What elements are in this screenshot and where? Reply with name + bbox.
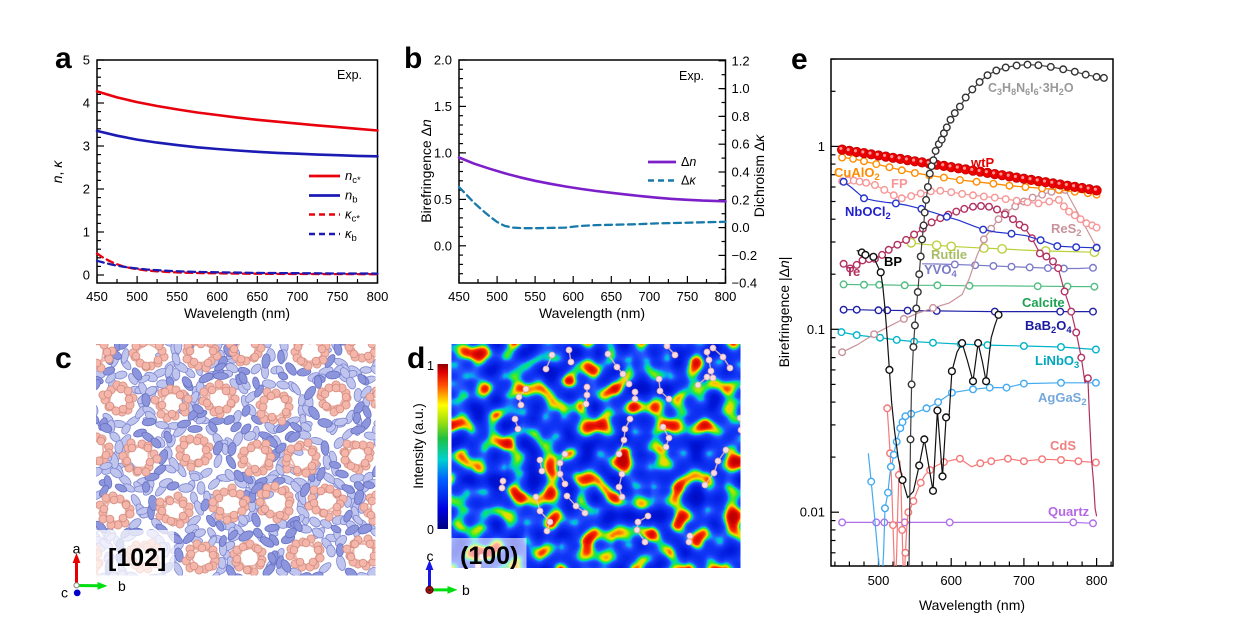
svg-text:Δn: Δn [681,155,696,169]
svg-text:4: 4 [83,96,90,111]
svg-text:CdS: CdS [1050,438,1076,453]
svg-text:NbOCl2​: NbOCl2​ [845,204,891,221]
svg-text:0.1: 0.1 [807,322,825,337]
svg-text:0.0: 0.0 [732,220,750,235]
svg-text:5: 5 [83,53,90,68]
svg-text:a: a [55,42,72,75]
svg-text:Calcite: Calcite [1022,295,1065,310]
svg-text:e: e [791,43,808,76]
svg-text:AgGaS2​: AgGaS2​ [1038,390,1087,407]
svg-text:Δκ: Δκ [681,174,696,188]
svg-text:Wavelength (nm): Wavelength (nm) [539,305,645,321]
svg-text:FP: FP [891,176,908,191]
svg-text:700: 700 [639,289,661,304]
svg-text:1.0: 1.0 [434,145,452,160]
svg-text:−0.4: −0.4 [732,276,758,291]
svg-text:(100): (100) [460,542,518,570]
svg-text:BP: BP [884,254,902,269]
svg-text:nc*: nc* [345,168,361,186]
svg-text:600: 600 [940,573,962,588]
svg-text:800: 800 [715,289,737,304]
svg-text:Quartz: Quartz [1048,504,1090,519]
svg-text:LiNbO3​: LiNbO3​ [1035,353,1079,370]
svg-text:c: c [427,548,434,564]
svg-text:0: 0 [83,268,90,283]
svg-text:Exp.: Exp. [679,69,704,83]
svg-text:Intensity (a.u.): Intensity (a.u.) [411,403,426,489]
svg-text:[102]: [102] [108,544,166,572]
svg-text:1.0: 1.0 [732,81,750,96]
svg-text:CuAlO2​: CuAlO2​ [834,165,880,182]
svg-text:450: 450 [86,289,108,304]
svg-text:2: 2 [83,182,90,197]
svg-text:450: 450 [448,289,470,304]
svg-text:YVO4​: YVO4​ [924,262,957,279]
svg-text:κc*: κc* [345,207,360,225]
svg-text:wtP: wtP [970,155,994,170]
svg-text:Te: Te [846,264,860,279]
svg-text:Birefringence Δn: Birefringence Δn [418,119,434,223]
svg-text:1: 1 [83,225,90,240]
svg-text:b: b [118,578,126,594]
svg-text:0.2: 0.2 [732,192,750,207]
svg-text:750: 750 [327,289,349,304]
svg-text:0.01: 0.01 [800,505,825,520]
svg-text:1.5: 1.5 [434,99,452,114]
svg-text:500: 500 [868,573,890,588]
svg-text:c: c [61,585,68,601]
svg-text:600: 600 [206,289,228,304]
svg-text:0.0: 0.0 [434,238,452,253]
svg-text:0.6: 0.6 [732,137,750,152]
svg-text:700: 700 [287,289,309,304]
svg-text:800: 800 [367,289,389,304]
svg-text:2.0: 2.0 [434,53,452,68]
svg-text:c: c [55,342,72,375]
svg-text:Rutile: Rutile [931,247,967,262]
svg-text:650: 650 [246,289,268,304]
svg-text:1: 1 [818,139,825,154]
svg-text:d: d [407,342,425,375]
svg-text:nb: nb [345,188,358,206]
svg-text:700: 700 [1013,573,1035,588]
svg-text:Exp.: Exp. [337,68,362,82]
svg-text:0: 0 [427,523,434,537]
svg-text:550: 550 [166,289,188,304]
svg-text:Birefringence |Δn|: Birefringence |Δn| [776,257,792,368]
svg-text:b: b [462,582,470,598]
svg-text:500: 500 [486,289,508,304]
svg-text:500: 500 [126,289,148,304]
svg-text:C3​H8​N6​I6​·3H2​O: C3​H8​N6​I6​·3H2​O [988,81,1074,97]
svg-text:1: 1 [427,359,434,373]
svg-text:a: a [73,541,81,557]
svg-text:0.4: 0.4 [732,165,750,180]
svg-text:550: 550 [524,289,546,304]
svg-text:ReS2​: ReS2​ [1051,221,1082,238]
svg-text:0.5: 0.5 [434,192,452,207]
svg-text:1.2: 1.2 [732,53,750,68]
svg-text:800: 800 [1086,573,1108,588]
svg-text:3: 3 [83,139,90,154]
svg-text:750: 750 [677,289,699,304]
svg-text:650: 650 [600,289,622,304]
svg-text:Wavelength (nm): Wavelength (nm) [919,597,1025,613]
svg-text:κb: κb [345,226,357,244]
svg-text:0.8: 0.8 [732,109,750,124]
svg-text:Wavelength (nm): Wavelength (nm) [184,305,290,321]
svg-text:n, κ: n, κ [49,160,65,184]
svg-text:b: b [404,42,422,75]
svg-text:600: 600 [562,289,584,304]
svg-text:BaB2​O4​: BaB2​O4​ [1025,318,1072,335]
svg-text:−0.2: −0.2 [732,248,758,263]
svg-text:Dichroism Δκ: Dichroism Δκ [751,134,767,217]
